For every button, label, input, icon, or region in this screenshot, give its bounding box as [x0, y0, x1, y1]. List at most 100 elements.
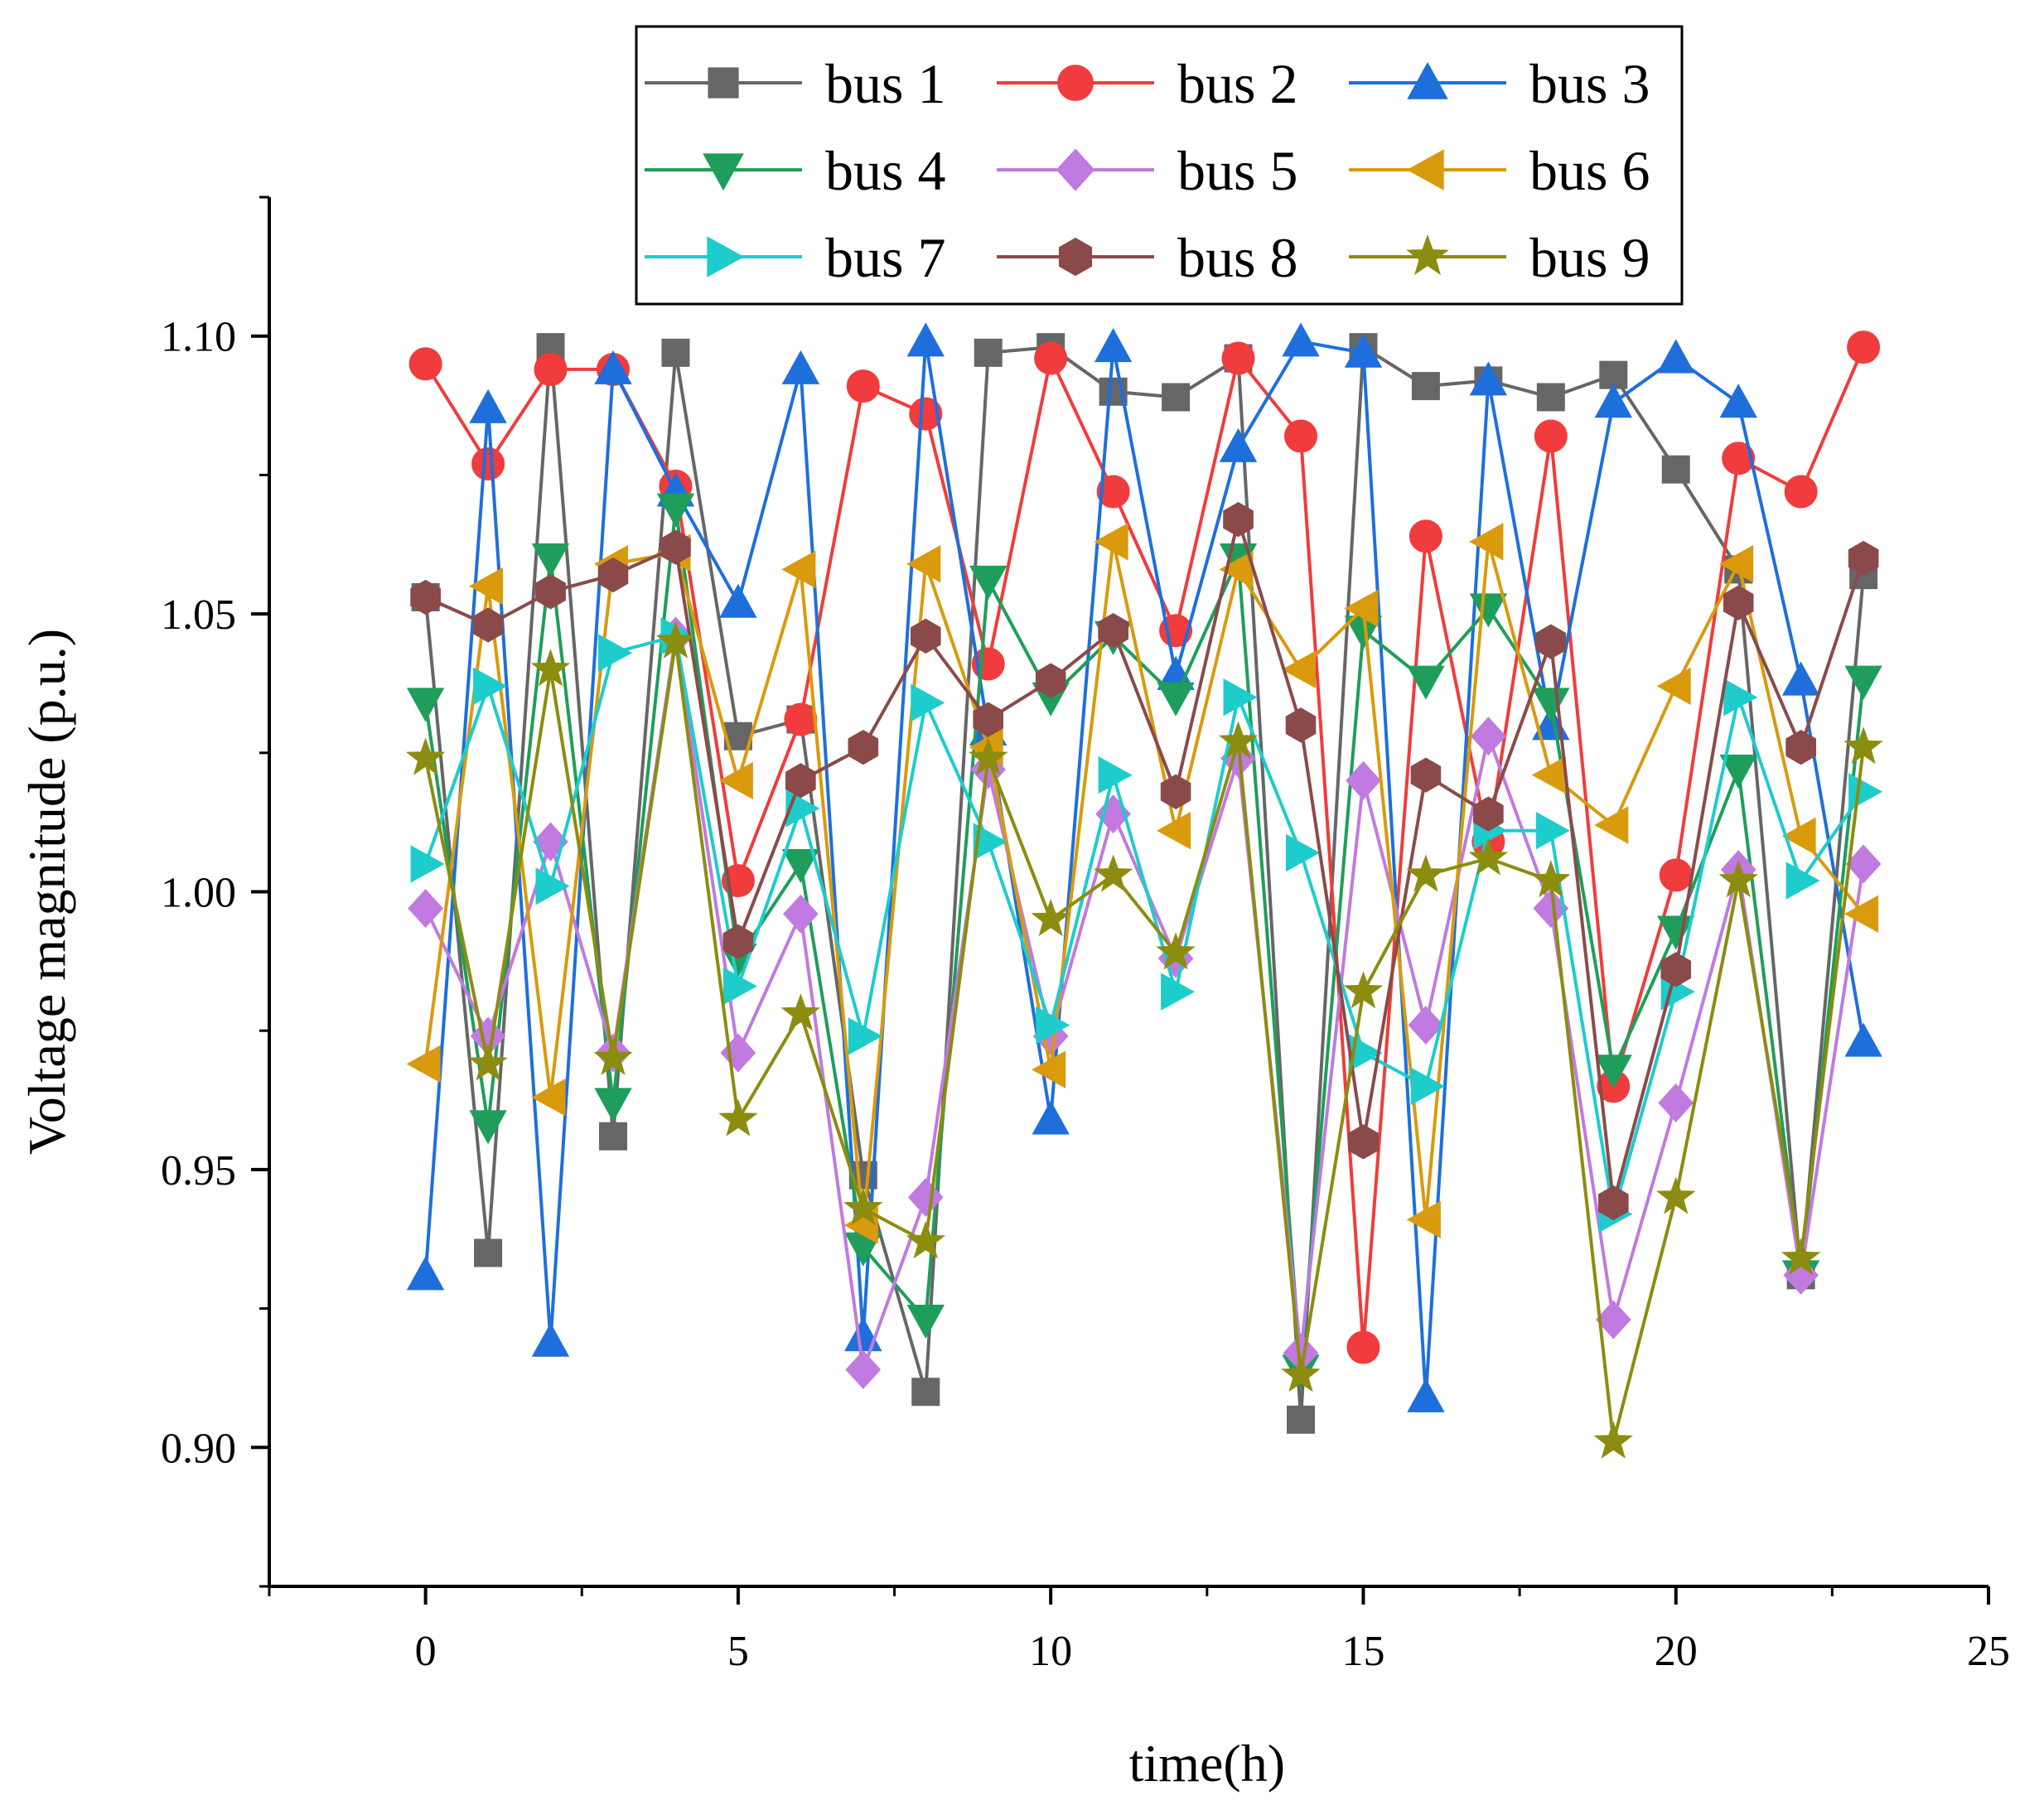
point-bus-6-16 [1406, 1200, 1441, 1238]
point-bus-3-17 [1469, 361, 1508, 396]
point-bus-7-7 [848, 1017, 882, 1055]
point-bus-9-11 [1093, 854, 1133, 892]
point-bus-7-9 [973, 823, 1008, 861]
point-bus-9-1 [468, 1043, 508, 1081]
series-bus-5 [408, 616, 1882, 1389]
point-bus-1-8 [911, 1378, 940, 1407]
point-bus-1-12 [1162, 383, 1191, 412]
legend-marker-bus-2 [1057, 65, 1094, 101]
point-bus-7-18 [1535, 812, 1570, 850]
point-bus-7-5 [722, 967, 757, 1006]
point-bus-6-14 [1281, 650, 1316, 688]
point-bus-2-23 [1847, 331, 1881, 364]
y-tick-label: 0.95 [161, 1147, 236, 1195]
point-bus-3-0 [406, 1256, 445, 1291]
point-bus-3-23 [1844, 1022, 1882, 1057]
point-bus-6-0 [406, 1045, 441, 1084]
x-tick-label: 15 [1341, 1628, 1384, 1675]
point-bus-4-8 [906, 1305, 945, 1340]
series-bus-3 [406, 322, 1882, 1412]
point-bus-2-15 [1346, 1330, 1380, 1364]
point-bus-9-15 [1343, 971, 1384, 1009]
point-bus-1-16 [1411, 372, 1440, 401]
point-bus-6-5 [718, 761, 753, 799]
point-bus-9-16 [1406, 854, 1446, 892]
point-bus-7-0 [410, 845, 445, 883]
point-bus-3-5 [719, 583, 757, 618]
point-bus-9-21 [1718, 860, 1758, 898]
legend-item-bus-5: bus 5 [997, 139, 1297, 202]
point-bus-7-2 [535, 867, 570, 905]
point-bus-9-17 [1468, 838, 1509, 876]
point-bus-3-2 [531, 1322, 570, 1357]
point-bus-9-6 [780, 993, 821, 1031]
legend-marker-bus-1 [708, 67, 739, 99]
point-bus-7-23 [1848, 773, 1883, 811]
point-bus-8-17 [1473, 796, 1504, 832]
legend-label: bus 6 [1529, 139, 1650, 202]
legend-marker-bus-9 [1406, 234, 1449, 275]
point-bus-8-19 [1598, 1185, 1629, 1221]
legend-item-bus-8: bus 8 [997, 226, 1297, 289]
point-bus-2-18 [1534, 419, 1568, 453]
x-axis-title: time(h) [1129, 1734, 1285, 1793]
point-bus-5-20 [1658, 1083, 1694, 1122]
point-bus-9-22 [1781, 1238, 1821, 1276]
point-bus-8-9 [973, 702, 1003, 737]
series-line-bus-9 [423, 641, 1866, 1443]
point-bus-9-18 [1531, 860, 1571, 898]
series-bus-2 [408, 331, 1881, 1364]
point-bus-7-22 [1785, 862, 1820, 900]
point-bus-4-19 [1594, 1055, 1632, 1089]
point-bus-2-0 [408, 347, 442, 381]
x-tick-label: 10 [1029, 1628, 1072, 1675]
point-bus-3-19 [1594, 384, 1632, 418]
point-bus-7-10 [1036, 1006, 1070, 1045]
x-tick-label: 25 [1967, 1628, 2010, 1675]
point-bus-6-19 [1594, 806, 1629, 844]
point-bus-5-6 [783, 894, 819, 934]
axes-layer: 0 5 10 15 20 25 0.90 0.95 1.00 1.05 1.10 [161, 195, 2010, 1675]
point-bus-3-1 [469, 389, 507, 423]
point-bus-9-7 [843, 1187, 883, 1226]
point-bus-9-3 [593, 1037, 633, 1075]
legend-marker-bus-5 [1056, 148, 1095, 191]
point-bus-4-4 [656, 493, 695, 528]
point-bus-9-13 [1218, 721, 1259, 759]
point-bus-2-11 [1096, 475, 1130, 509]
series-line-bus-4 [423, 508, 1866, 1370]
point-bus-5-17 [1471, 717, 1506, 756]
point-bus-3-14 [1282, 322, 1320, 357]
y-tick-label: 0.90 [161, 1425, 236, 1472]
point-bus-2-8 [909, 397, 943, 431]
point-bus-9-8 [906, 1221, 946, 1259]
legend-box [635, 25, 1684, 306]
point-bus-7-12 [1161, 973, 1196, 1011]
point-bus-4-12 [1157, 682, 1195, 717]
series-line-bus-2 [423, 346, 1865, 1348]
point-bus-6-8 [906, 545, 941, 583]
legend-marker-bus-4 [703, 153, 744, 191]
point-bus-3-16 [1407, 1378, 1445, 1412]
point-bus-7-3 [598, 634, 633, 672]
legend-label: bus 2 [1177, 52, 1297, 115]
legend-label: bus 5 [1177, 139, 1297, 202]
legend-label: bus 1 [825, 52, 945, 115]
legend-label: bus 9 [1529, 226, 1650, 289]
point-bus-9-23 [1843, 726, 1883, 765]
point-bus-2-2 [534, 352, 568, 386]
point-bus-2-10 [1034, 341, 1068, 375]
point-bus-9-0 [405, 737, 446, 775]
point-bus-9-12 [1156, 932, 1196, 970]
point-bus-8-5 [722, 924, 754, 960]
point-bus-2-21 [1722, 442, 1756, 475]
legend-marker-bus-7 [707, 236, 745, 278]
point-bus-4-21 [1719, 754, 1757, 789]
point-bus-2-16 [1409, 519, 1442, 553]
point-bus-6-12 [1157, 812, 1191, 850]
point-bus-4-1 [469, 1110, 507, 1145]
point-bus-8-1 [472, 607, 504, 643]
point-bus-8-14 [1285, 707, 1317, 743]
point-bus-2-1 [471, 447, 505, 480]
point-bus-3-13 [1219, 427, 1258, 462]
